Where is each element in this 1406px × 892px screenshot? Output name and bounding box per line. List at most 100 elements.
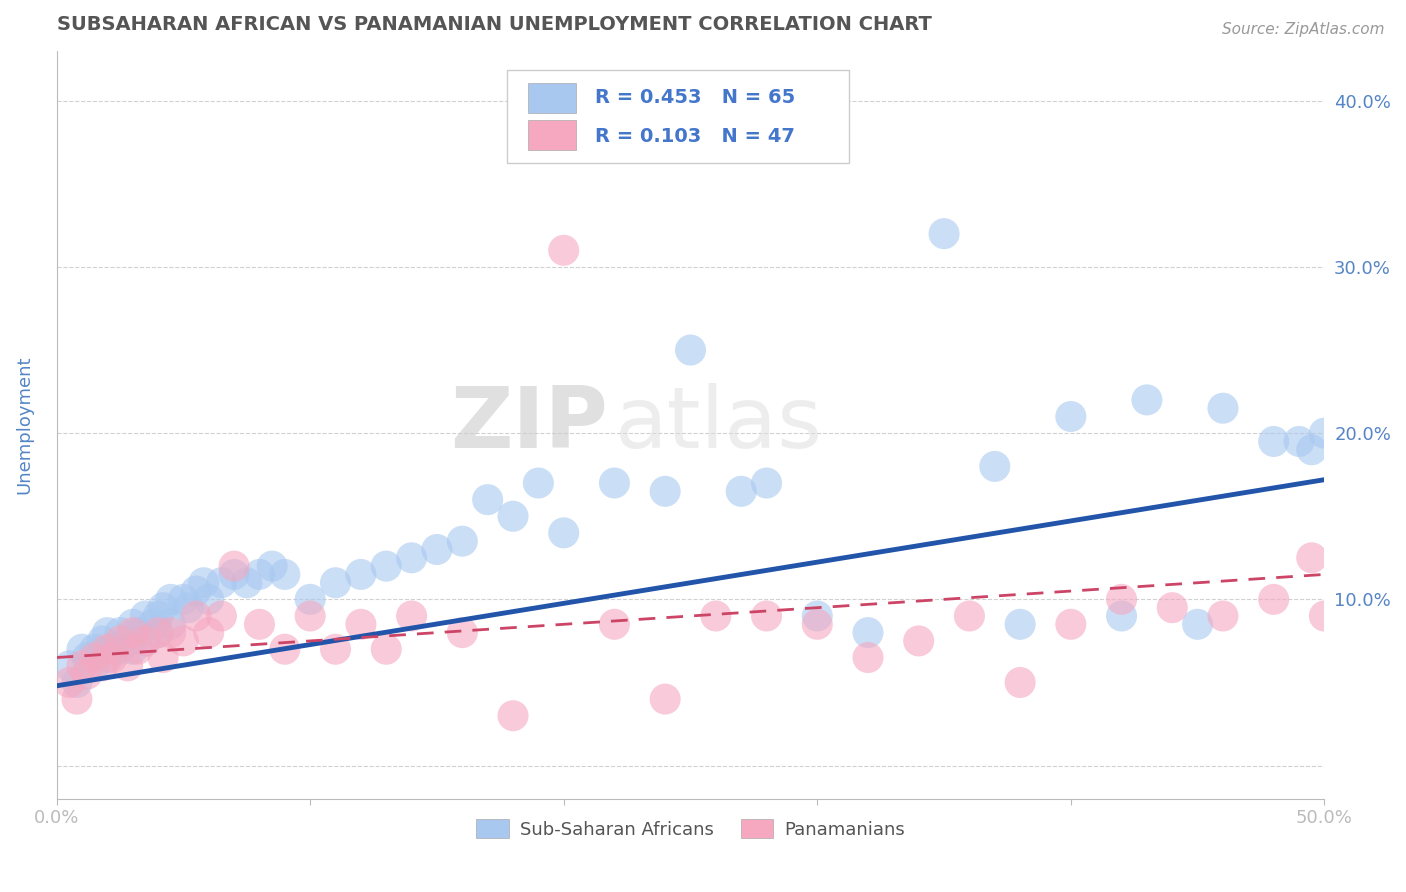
Point: [159, 617, 181, 632]
Point: [83, 658, 105, 673]
Point: [1301, 442, 1323, 457]
Point: [249, 567, 271, 582]
Point: [806, 609, 828, 624]
Point: [1060, 409, 1083, 424]
Point: [1212, 401, 1234, 416]
Point: [159, 625, 181, 640]
Point: [76, 650, 98, 665]
Point: [856, 650, 879, 665]
Point: [755, 475, 778, 490]
Point: [1313, 426, 1336, 441]
Point: [1111, 609, 1133, 624]
Point: [553, 525, 575, 540]
Point: [806, 617, 828, 632]
Point: [134, 634, 156, 648]
Legend: Sub-Saharan Africans, Panamanians: Sub-Saharan Africans, Panamanians: [470, 812, 912, 846]
Point: [262, 559, 284, 574]
Y-axis label: Unemployment: Unemployment: [15, 356, 32, 494]
Point: [375, 642, 398, 657]
Point: [172, 592, 194, 607]
Text: R = 0.103   N = 47: R = 0.103 N = 47: [595, 128, 796, 146]
Point: [730, 484, 752, 499]
Point: [1187, 617, 1209, 632]
Point: [134, 609, 156, 624]
Text: R = 0.453   N = 65: R = 0.453 N = 65: [595, 88, 796, 107]
Point: [121, 617, 143, 632]
Point: [76, 667, 98, 681]
Point: [224, 559, 246, 574]
Point: [274, 642, 297, 657]
Point: [527, 475, 550, 490]
Point: [755, 609, 778, 624]
Point: [957, 609, 980, 624]
Point: [654, 484, 676, 499]
Point: [1313, 609, 1336, 624]
Point: [58, 658, 80, 673]
Point: [1288, 434, 1310, 449]
Point: [299, 609, 322, 624]
Point: [101, 650, 124, 665]
Point: [477, 492, 499, 507]
Point: [249, 617, 271, 632]
Point: [1010, 617, 1032, 632]
Point: [177, 600, 200, 615]
Point: [108, 625, 131, 640]
Point: [117, 634, 139, 648]
Point: [146, 625, 169, 640]
Point: [209, 575, 232, 590]
Point: [856, 625, 879, 640]
Point: [83, 650, 105, 665]
Point: [209, 609, 232, 624]
Point: [1010, 675, 1032, 690]
Point: [325, 575, 347, 590]
Point: [426, 542, 449, 557]
Point: [704, 609, 727, 624]
Point: [172, 634, 194, 648]
Point: [401, 550, 423, 565]
Point: [451, 534, 474, 549]
Point: [146, 625, 169, 640]
Point: [83, 642, 105, 657]
Point: [1263, 592, 1285, 607]
Point: [603, 617, 626, 632]
Point: [679, 343, 702, 357]
Point: [932, 227, 955, 241]
Point: [197, 592, 219, 607]
Point: [1111, 592, 1133, 607]
Text: Source: ZipAtlas.com: Source: ZipAtlas.com: [1222, 22, 1385, 37]
Point: [127, 625, 149, 640]
Point: [101, 642, 124, 657]
Point: [184, 609, 207, 624]
Point: [325, 642, 347, 657]
Point: [907, 634, 929, 648]
Point: [142, 617, 165, 632]
Point: [159, 592, 181, 607]
Point: [1136, 392, 1159, 407]
Point: [127, 642, 149, 657]
Point: [553, 244, 575, 258]
Point: [152, 650, 174, 665]
Point: [603, 475, 626, 490]
Point: [91, 658, 114, 673]
Point: [66, 692, 89, 706]
Point: [274, 567, 297, 582]
Point: [193, 575, 215, 590]
Point: [108, 642, 131, 657]
Point: [121, 642, 143, 657]
Point: [350, 567, 373, 582]
FancyBboxPatch shape: [506, 70, 849, 163]
Text: SUBSAHARAN AFRICAN VS PANAMANIAN UNEMPLOYMENT CORRELATION CHART: SUBSAHARAN AFRICAN VS PANAMANIAN UNEMPLO…: [56, 15, 932, 34]
Point: [96, 642, 118, 657]
Text: ZIP: ZIP: [450, 384, 609, 467]
Point: [984, 459, 1007, 474]
Point: [224, 567, 246, 582]
Point: [1263, 434, 1285, 449]
Point: [58, 675, 80, 690]
Point: [108, 634, 131, 648]
Point: [375, 559, 398, 574]
Point: [1212, 609, 1234, 624]
FancyBboxPatch shape: [529, 83, 576, 113]
Point: [197, 625, 219, 640]
Point: [299, 592, 322, 607]
Point: [1060, 617, 1083, 632]
